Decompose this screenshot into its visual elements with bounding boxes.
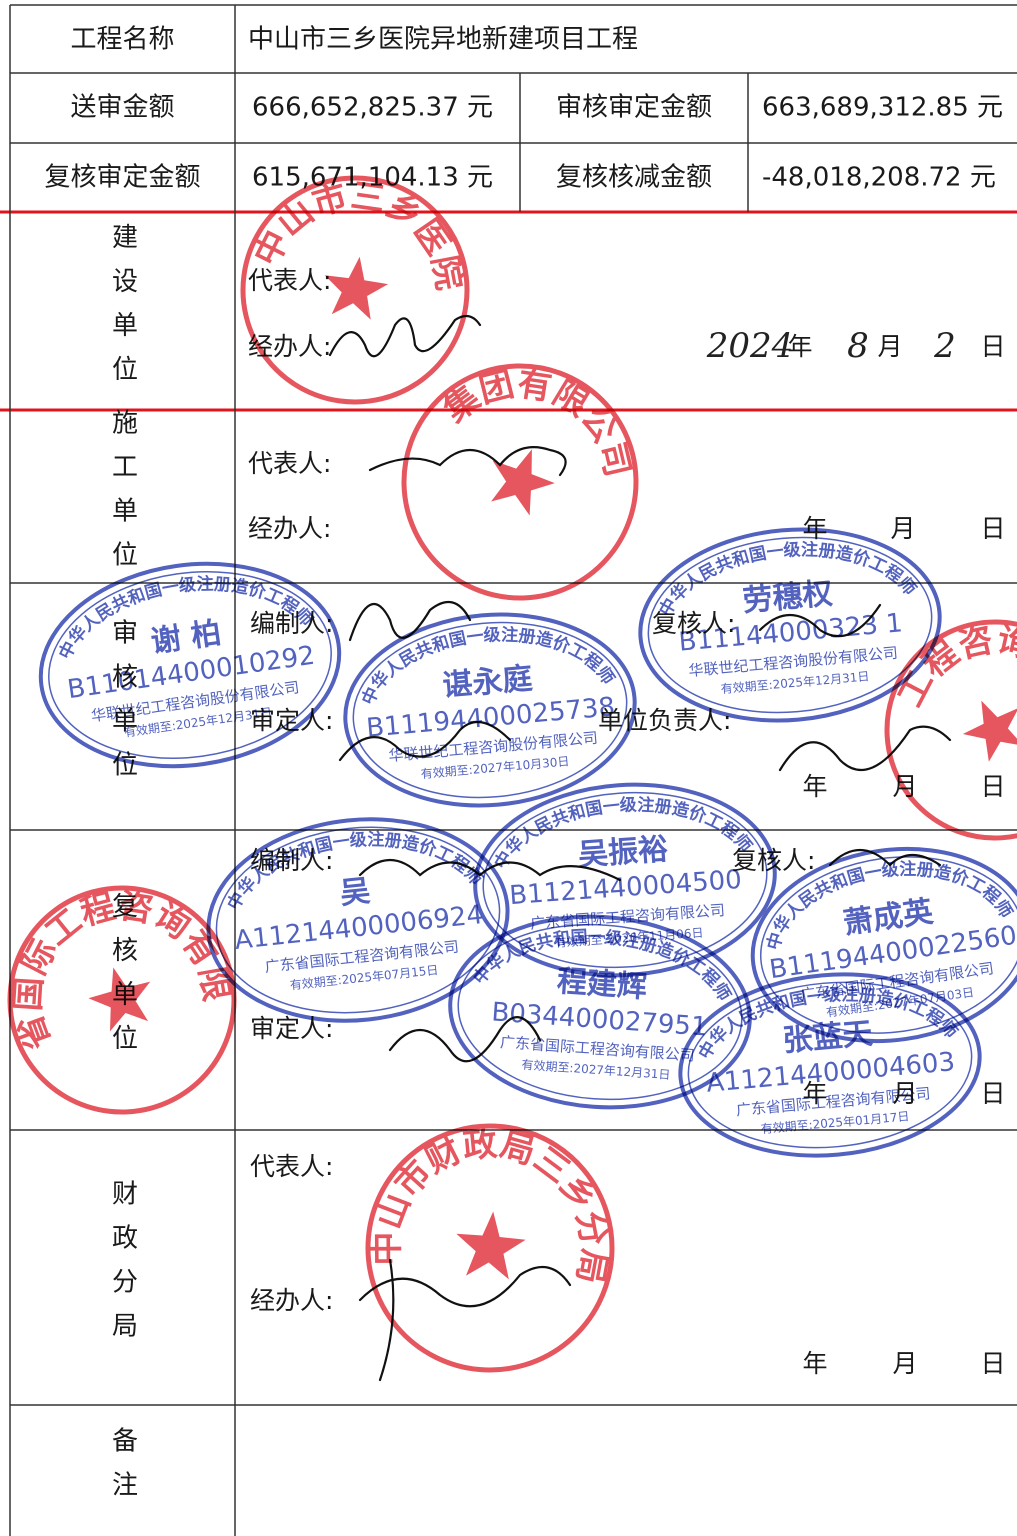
cell-label: 送审金额: [70, 93, 174, 123]
date-label: 日: [980, 1349, 1005, 1378]
cell-value: 中山市三乡医院异地新建项目工程: [248, 25, 638, 55]
stamp-ring-inner: [215, 826, 501, 1014]
signature: [388, 1016, 542, 1063]
stamp-ring: [365, 1123, 615, 1373]
signature: [368, 446, 567, 477]
cell-label: 工程名称: [70, 25, 174, 55]
stamp-ring-inner: [647, 536, 933, 714]
stamp-star: [962, 700, 1017, 762]
signature: [328, 314, 482, 358]
section-label: 施工单位: [108, 408, 138, 584]
stamp-ring: [750, 846, 1017, 1044]
stamp-star: [456, 1211, 526, 1280]
signature: [778, 725, 952, 772]
date-label: 日: [980, 332, 1005, 361]
stamp-ring-inner: [352, 621, 628, 799]
red-stamp: 集团有限公司: [401, 334, 661, 601]
stamp-ring: [448, 914, 752, 1110]
stamp-text-path: 集团有限公司: [428, 334, 661, 493]
signature: [338, 720, 512, 762]
stamp-ring: [38, 561, 342, 769]
stamp-ring: [240, 175, 470, 405]
section-label: 建设单位: [108, 223, 138, 399]
handwritten-date: 2: [933, 326, 956, 366]
stamp-name: 谢 柏: [149, 616, 224, 660]
signature: [358, 859, 622, 882]
stamp-ring: [7, 885, 237, 1115]
engineer-stamp: 中华人民共和国一级注册造价工程师吴振裕B1121440004500广东省国际工程…: [473, 782, 777, 978]
signature: [828, 849, 942, 867]
stamp-star: [88, 967, 151, 1032]
engineer-stamp: 中华人民共和国一级注册造价工程师吴A11214400006924广东省国际工程咨…: [206, 816, 510, 1023]
date-label: 年: [802, 1079, 827, 1108]
stamp-ring-inner: [759, 856, 1017, 1034]
stamp-ring: [343, 612, 637, 808]
engineer-stamp: 中华人民共和国一级注册造价工程师谌永庭B11194400025738华联世纪工程…: [343, 612, 637, 808]
date-label: 日: [980, 772, 1005, 801]
section-label: 财政分局: [108, 1179, 138, 1355]
date-label: 月: [877, 332, 902, 361]
stamp-name: 吴: [338, 874, 371, 912]
stamp-ring: [678, 972, 982, 1158]
stamp-name: 吴振裕: [577, 832, 669, 873]
table-lines: [0, 4, 1017, 1536]
stamp-ring-inner: [457, 923, 743, 1101]
stamp-name: 张蓝天: [781, 1016, 874, 1059]
date-label: 月: [892, 1349, 917, 1378]
table-texts: 工程名称 中山市三乡医院异地新建项目工程送审金额 666,652,825.37 元审…: [44, 25, 1005, 1515]
date-label: 月: [890, 514, 915, 543]
field-label: 编制人:: [250, 609, 333, 638]
date-label: 月: [892, 1079, 917, 1108]
stamps: 中山市三乡医院集团有限公司工程咨询广东省国际工程咨询有限公司中山市财政局三乡分局…: [0, 0, 1017, 1373]
stamp-name: 程建辉: [556, 964, 648, 1005]
section-label: 备注: [108, 1426, 138, 1514]
cell-value: -48,018,208.72 元: [762, 163, 996, 193]
stamp-star: [491, 449, 555, 516]
stamp-star: [324, 256, 389, 320]
date-label: 日: [980, 1079, 1005, 1108]
stamp-ring: [884, 619, 1017, 841]
field-label: 代表人:: [248, 449, 331, 478]
stamp-name: 劳穗权: [741, 576, 834, 619]
field-label: 复核人:: [652, 609, 735, 638]
red-stamp: 中山市财政局三乡分局: [364, 1114, 624, 1373]
cell-value: 663,689,312.85 元: [762, 93, 1003, 123]
stamp-ring: [401, 363, 639, 601]
cell-value: 666,652,825.37 元: [252, 93, 493, 123]
stamp-ring: [206, 817, 510, 1023]
date-label: 日: [980, 514, 1005, 543]
cell-label: 复核审定金额: [44, 163, 200, 193]
date-label: 年: [802, 1349, 827, 1378]
stamp-ring-inner: [687, 981, 973, 1149]
field-label: 代表人:: [250, 1152, 333, 1181]
stamp-text: 集团有限公司: [428, 334, 661, 493]
stamp-ring-inner: [482, 791, 768, 969]
stamp-ring: [473, 782, 777, 978]
field-label: 编制人:: [250, 846, 333, 875]
field-label: 经办人:: [248, 514, 331, 543]
handwritten-date: 2024: [706, 326, 794, 366]
field-label: 经办人:: [250, 1286, 333, 1315]
cell-label: 审核审定金额: [556, 93, 712, 123]
date-label: 年: [787, 332, 812, 361]
stamp-ring: [638, 527, 942, 723]
stamp-ring-inner: [48, 571, 332, 759]
date-label: 年: [802, 772, 827, 801]
stamp-name: 谌永庭: [441, 661, 534, 704]
section-label: 审核单位: [108, 618, 138, 794]
signature: [758, 603, 882, 638]
handwritten-date: 8: [847, 326, 869, 366]
cell-label: 复核核减金额: [556, 163, 712, 193]
field-label: 代表人:: [248, 266, 331, 295]
